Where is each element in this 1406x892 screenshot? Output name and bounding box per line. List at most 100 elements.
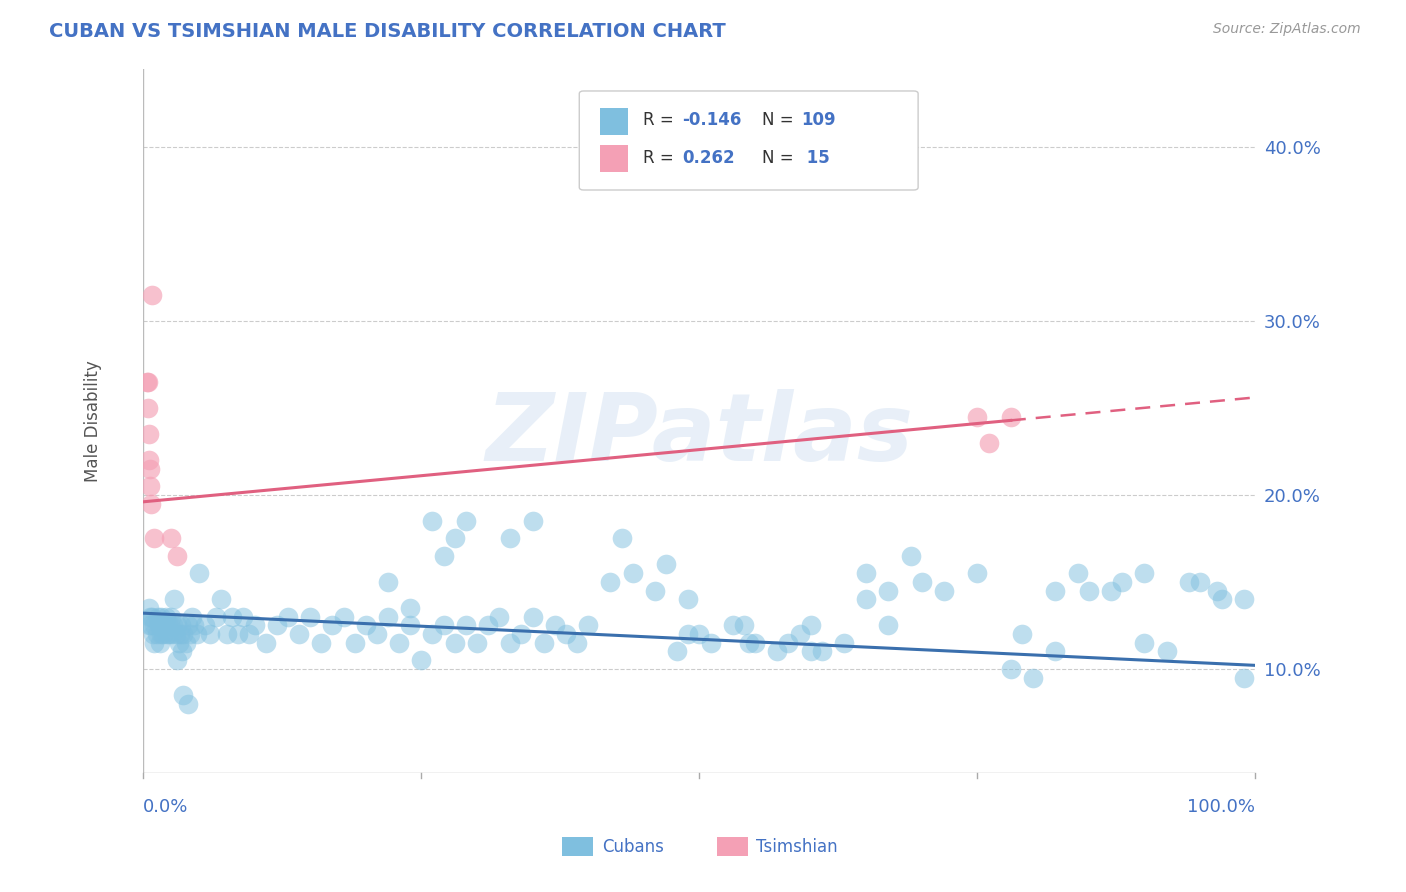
Point — [1111, 574, 1133, 589]
Point — [1000, 409, 1022, 424]
Point — [544, 618, 567, 632]
Point — [343, 636, 366, 650]
Point — [1099, 583, 1122, 598]
Point — [177, 618, 200, 632]
Point — [655, 558, 678, 572]
Point — [932, 583, 955, 598]
Point — [215, 627, 238, 641]
Point — [155, 609, 177, 624]
Point — [162, 618, 184, 632]
Point — [644, 583, 666, 598]
Point — [177, 697, 200, 711]
Point — [488, 609, 510, 624]
Point — [146, 609, 169, 624]
Point — [143, 532, 166, 546]
Point — [143, 618, 166, 632]
Point — [388, 636, 411, 650]
Point — [1077, 583, 1099, 598]
Point — [138, 426, 160, 441]
Point — [399, 601, 422, 615]
Point — [166, 653, 188, 667]
Point — [1233, 592, 1256, 607]
Point — [159, 618, 181, 632]
Point — [160, 609, 183, 624]
Point — [150, 627, 173, 641]
Point — [966, 566, 988, 581]
Point — [555, 627, 578, 641]
Point — [156, 618, 179, 632]
Text: -0.146: -0.146 — [682, 112, 741, 129]
Point — [1233, 671, 1256, 685]
Point — [167, 636, 190, 650]
Point — [966, 409, 988, 424]
Point — [855, 592, 877, 607]
Point — [139, 497, 162, 511]
Text: Cubans: Cubans — [602, 838, 664, 855]
Text: R =: R = — [643, 149, 679, 167]
Text: 109: 109 — [801, 112, 837, 129]
Point — [499, 532, 522, 546]
Point — [238, 627, 260, 641]
Point — [377, 574, 399, 589]
Point — [162, 627, 184, 641]
Point — [148, 618, 170, 632]
Point — [433, 618, 456, 632]
Point — [738, 636, 761, 650]
Point — [900, 549, 922, 563]
Point — [138, 618, 160, 632]
Point — [533, 636, 555, 650]
Point — [143, 636, 166, 650]
Point — [138, 601, 160, 615]
Point — [1205, 583, 1227, 598]
Point — [1000, 662, 1022, 676]
Text: ZIPatlas: ZIPatlas — [485, 389, 914, 481]
Text: 0.0%: 0.0% — [143, 797, 188, 815]
Point — [465, 636, 488, 650]
Point — [354, 618, 377, 632]
Point — [599, 574, 621, 589]
Point — [157, 627, 180, 641]
Point — [139, 609, 162, 624]
Point — [160, 532, 183, 546]
Point — [232, 609, 254, 624]
Point — [454, 514, 477, 528]
Point — [678, 592, 700, 607]
Point — [139, 618, 162, 632]
Point — [136, 375, 159, 389]
Point — [277, 609, 299, 624]
Point — [433, 549, 456, 563]
Point — [299, 609, 322, 624]
Point — [977, 435, 1000, 450]
Point — [138, 453, 160, 467]
Point — [166, 549, 188, 563]
Point — [1188, 574, 1211, 589]
Point — [166, 618, 188, 632]
Point — [1022, 671, 1045, 685]
Point — [666, 644, 689, 658]
Text: 0.262: 0.262 — [682, 149, 734, 167]
Point — [163, 592, 186, 607]
Point — [877, 618, 900, 632]
Point — [145, 627, 167, 641]
Point — [150, 609, 173, 624]
Point — [150, 618, 173, 632]
Point — [621, 566, 644, 581]
Point — [153, 618, 176, 632]
Point — [499, 636, 522, 650]
Point — [221, 609, 243, 624]
Point — [266, 618, 288, 632]
Point — [172, 644, 194, 658]
Point — [877, 583, 900, 598]
Point — [411, 653, 433, 667]
Point — [778, 636, 800, 650]
Point — [135, 375, 157, 389]
Point — [1045, 583, 1067, 598]
Point — [321, 618, 343, 632]
Point — [510, 627, 533, 641]
Point — [576, 618, 599, 632]
Point — [142, 627, 165, 641]
Point — [911, 574, 934, 589]
Point — [141, 609, 163, 624]
Point — [136, 401, 159, 415]
Point — [152, 627, 174, 641]
